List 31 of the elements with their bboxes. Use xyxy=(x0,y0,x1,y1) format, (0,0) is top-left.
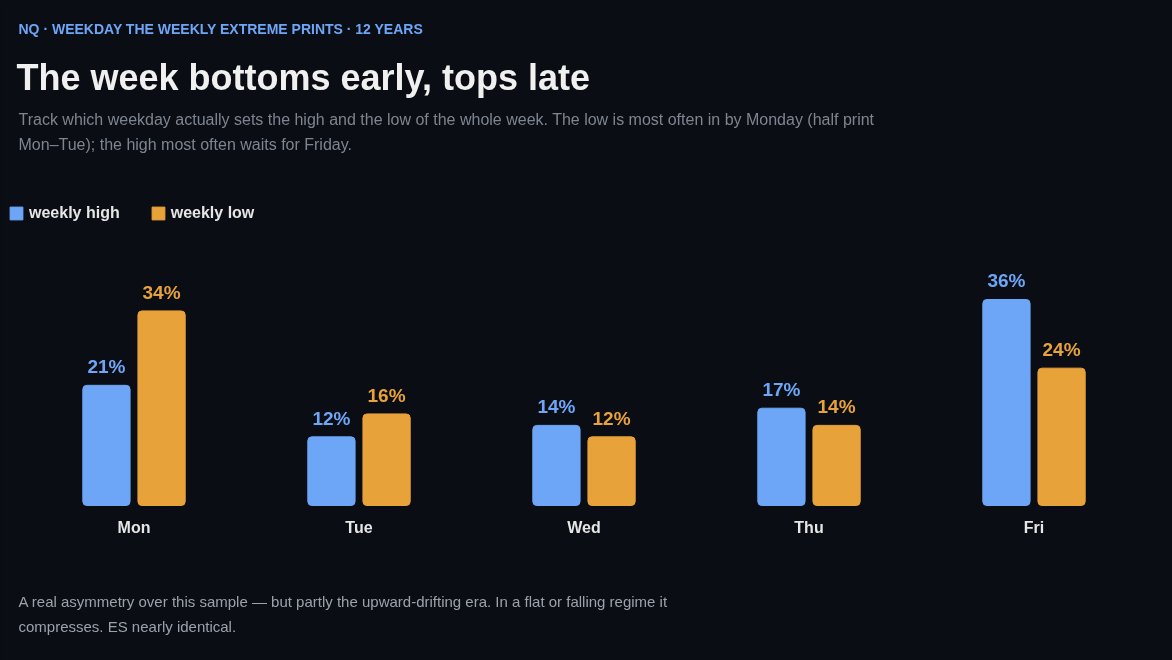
data-label: 21% xyxy=(87,356,126,378)
bar xyxy=(532,424,581,506)
chart-subtitle: Track which weekday actually sets the high and the low of the whole week. The low is most often in by Monday (half print Mon–Tue); the high most often waits for Friday. xyxy=(18,110,875,153)
text: NQ · WEEKDAY THE WEEKLY EXTREME PRINTS · 12 YEARS xyxy=(18,20,423,37)
bar xyxy=(82,384,131,506)
bar xyxy=(362,413,411,506)
data-label: 12% xyxy=(312,407,351,429)
x-tick-label: Mon xyxy=(117,518,151,536)
bar xyxy=(812,424,861,506)
bar xyxy=(307,436,356,506)
legend-label: weekly low xyxy=(170,204,255,222)
bar xyxy=(587,436,636,506)
chart-title: The week bottoms early, tops late xyxy=(16,56,590,98)
x-tick-label: Thu xyxy=(794,518,824,536)
x-tick-label: Tue xyxy=(345,518,373,536)
text: A real asymmetry over this sample — but partly the upward-drifting era. In a flat or falling regime it compresses. ES nearly identical. xyxy=(18,592,668,635)
data-label: 36% xyxy=(987,270,1026,292)
data-label: 14% xyxy=(537,396,576,418)
data-label: 12% xyxy=(592,407,631,429)
legend-label: weekly high xyxy=(29,204,120,222)
bar xyxy=(757,407,806,506)
data-label: 14% xyxy=(817,396,856,418)
data-label: 17% xyxy=(762,379,801,401)
data-label: 34% xyxy=(142,281,181,303)
x-tick-label: Fri xyxy=(1023,518,1045,536)
bar xyxy=(982,298,1031,506)
bar xyxy=(137,310,186,506)
x-tick-label: Wed xyxy=(567,518,601,536)
data-label: 24% xyxy=(1042,339,1081,361)
bar xyxy=(1037,367,1086,506)
data-label: 16% xyxy=(367,384,406,406)
